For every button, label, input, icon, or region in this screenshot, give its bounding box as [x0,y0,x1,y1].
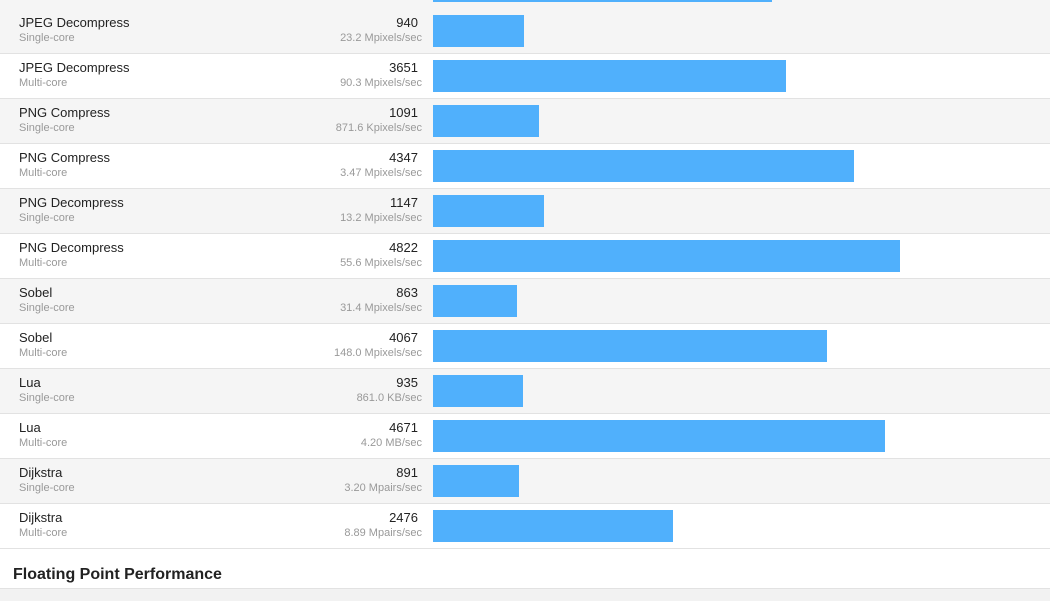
benchmark-mode: Single-core [19,302,75,314]
table-row: JPEG Decompress Multi-core 3651 90.3 Mpixel… [0,54,1050,99]
benchmark-mode: Single-core [19,122,75,134]
score-bar [433,240,900,272]
benchmark-results-list: JPEG Decompress Single-core 940 23.2 Mpixel… [0,9,1050,549]
benchmark-rate: 55.6 Mpixels/sec [340,257,422,269]
score-bar [433,60,786,92]
benchmark-name: Lua [19,375,41,390]
floating-point-table-header [0,588,1050,601]
table-row: Lua Multi-core 4671 4.20 MB/sec [0,414,1050,459]
benchmark-name: PNG Compress [19,105,111,120]
benchmark-name: Dijkstra [19,465,63,480]
benchmark-mode: Multi-core [19,437,68,449]
benchmark-score: 940 [396,15,418,30]
table-row: Lua Single-core 935 861.0 KB/sec [0,369,1050,414]
benchmark-rate: 861.0 KB/sec [356,392,422,404]
score-bar [433,15,524,47]
section-title: Floating Point Performance [13,566,222,583]
benchmark-name: Lua [19,420,41,435]
benchmark-mode: Single-core [19,482,75,494]
benchmark-score: 863 [396,285,418,300]
benchmark-mode: Single-core [19,212,75,224]
benchmark-name: PNG Decompress [19,195,124,210]
benchmark-name: Sobel [19,330,53,345]
score-bar [433,0,772,2]
benchmark-name: Dijkstra [19,510,63,525]
benchmark-score: 4347 [389,150,418,165]
score-bar [433,105,539,137]
score-bar [433,150,854,182]
benchmark-mode: Single-core [19,392,75,404]
benchmark-score: 3651 [389,60,418,75]
benchmark-rate: 3.47 Mpixels/sec [340,167,422,179]
benchmark-rate: 31.4 Mpixels/sec [340,302,422,314]
score-bar [433,375,523,407]
benchmark-score: 1147 [390,195,418,210]
benchmark-mode: Multi-core [19,257,68,269]
benchmark-score: 4671 [389,420,418,435]
benchmark-rate: 23.2 Mpixels/sec [340,32,422,44]
table-row: Sobel Single-core 863 31.4 Mpixels/sec [0,279,1050,324]
score-bar [433,510,673,542]
benchmark-name: JPEG Decompress [19,15,130,30]
benchmark-name: JPEG Decompress [19,60,130,75]
benchmark-score: 891 [396,465,418,480]
benchmark-name: Sobel [19,285,53,300]
benchmark-rate: 148.0 Mpixels/sec [333,347,422,359]
table-row: PNG Decompress Single-core 1147 13.2 Mpixel… [0,189,1050,234]
benchmark-score: 4822 [389,240,418,255]
score-bar [433,195,544,227]
benchmark-score: 4067 [389,330,418,345]
score-bar [433,330,827,362]
table-row: JPEG Decompress Single-core 940 23.2 Mpixel… [0,9,1050,54]
benchmark-mode: Single-core [19,32,75,44]
table-row: Dijkstra Multi-core 2476 8.89 Mpairs/sec [0,504,1050,549]
benchmark-name: PNG Decompress [19,240,124,255]
score-bar [433,465,519,497]
benchmark-mode: Multi-core [19,527,68,539]
benchmark-mode: Multi-core [19,77,68,89]
benchmark-name: PNG Compress [19,150,111,165]
benchmark-mode: Multi-core [19,347,68,359]
table-row: Sobel Multi-core 4067 148.0 Mpixels/sec [0,324,1050,369]
table-row: Dijkstra Single-core 891 3.20 Mpairs/sec [0,459,1050,504]
benchmark-score: 935 [396,375,418,390]
benchmark-rate: 90.3 Mpixels/sec [340,77,422,89]
table-row: PNG Decompress Multi-core 4822 55.6 Mpixels… [0,234,1050,279]
benchmark-score: 2476 [389,510,418,525]
benchmark-rate: 13.2 Mpixels/sec [340,212,422,224]
table-row: PNG Compress Single-core 1091 871.6 Kpixels… [0,99,1050,144]
benchmark-rate: 4.20 MB/sec [360,437,422,449]
score-bar [433,285,517,317]
benchmark-rate: 3.20 Mpairs/sec [344,482,422,494]
benchmark-rate: 871.6 Kpixels/sec [335,122,422,134]
table-row: PNG Compress Multi-core 4347 3.47 Mpixels/s… [0,144,1050,189]
score-bar [433,420,885,452]
benchmark-rate: 8.89 Mpairs/sec [344,527,422,539]
benchmark-score: 1091 [389,105,418,120]
benchmark-mode: Multi-core [19,167,68,179]
